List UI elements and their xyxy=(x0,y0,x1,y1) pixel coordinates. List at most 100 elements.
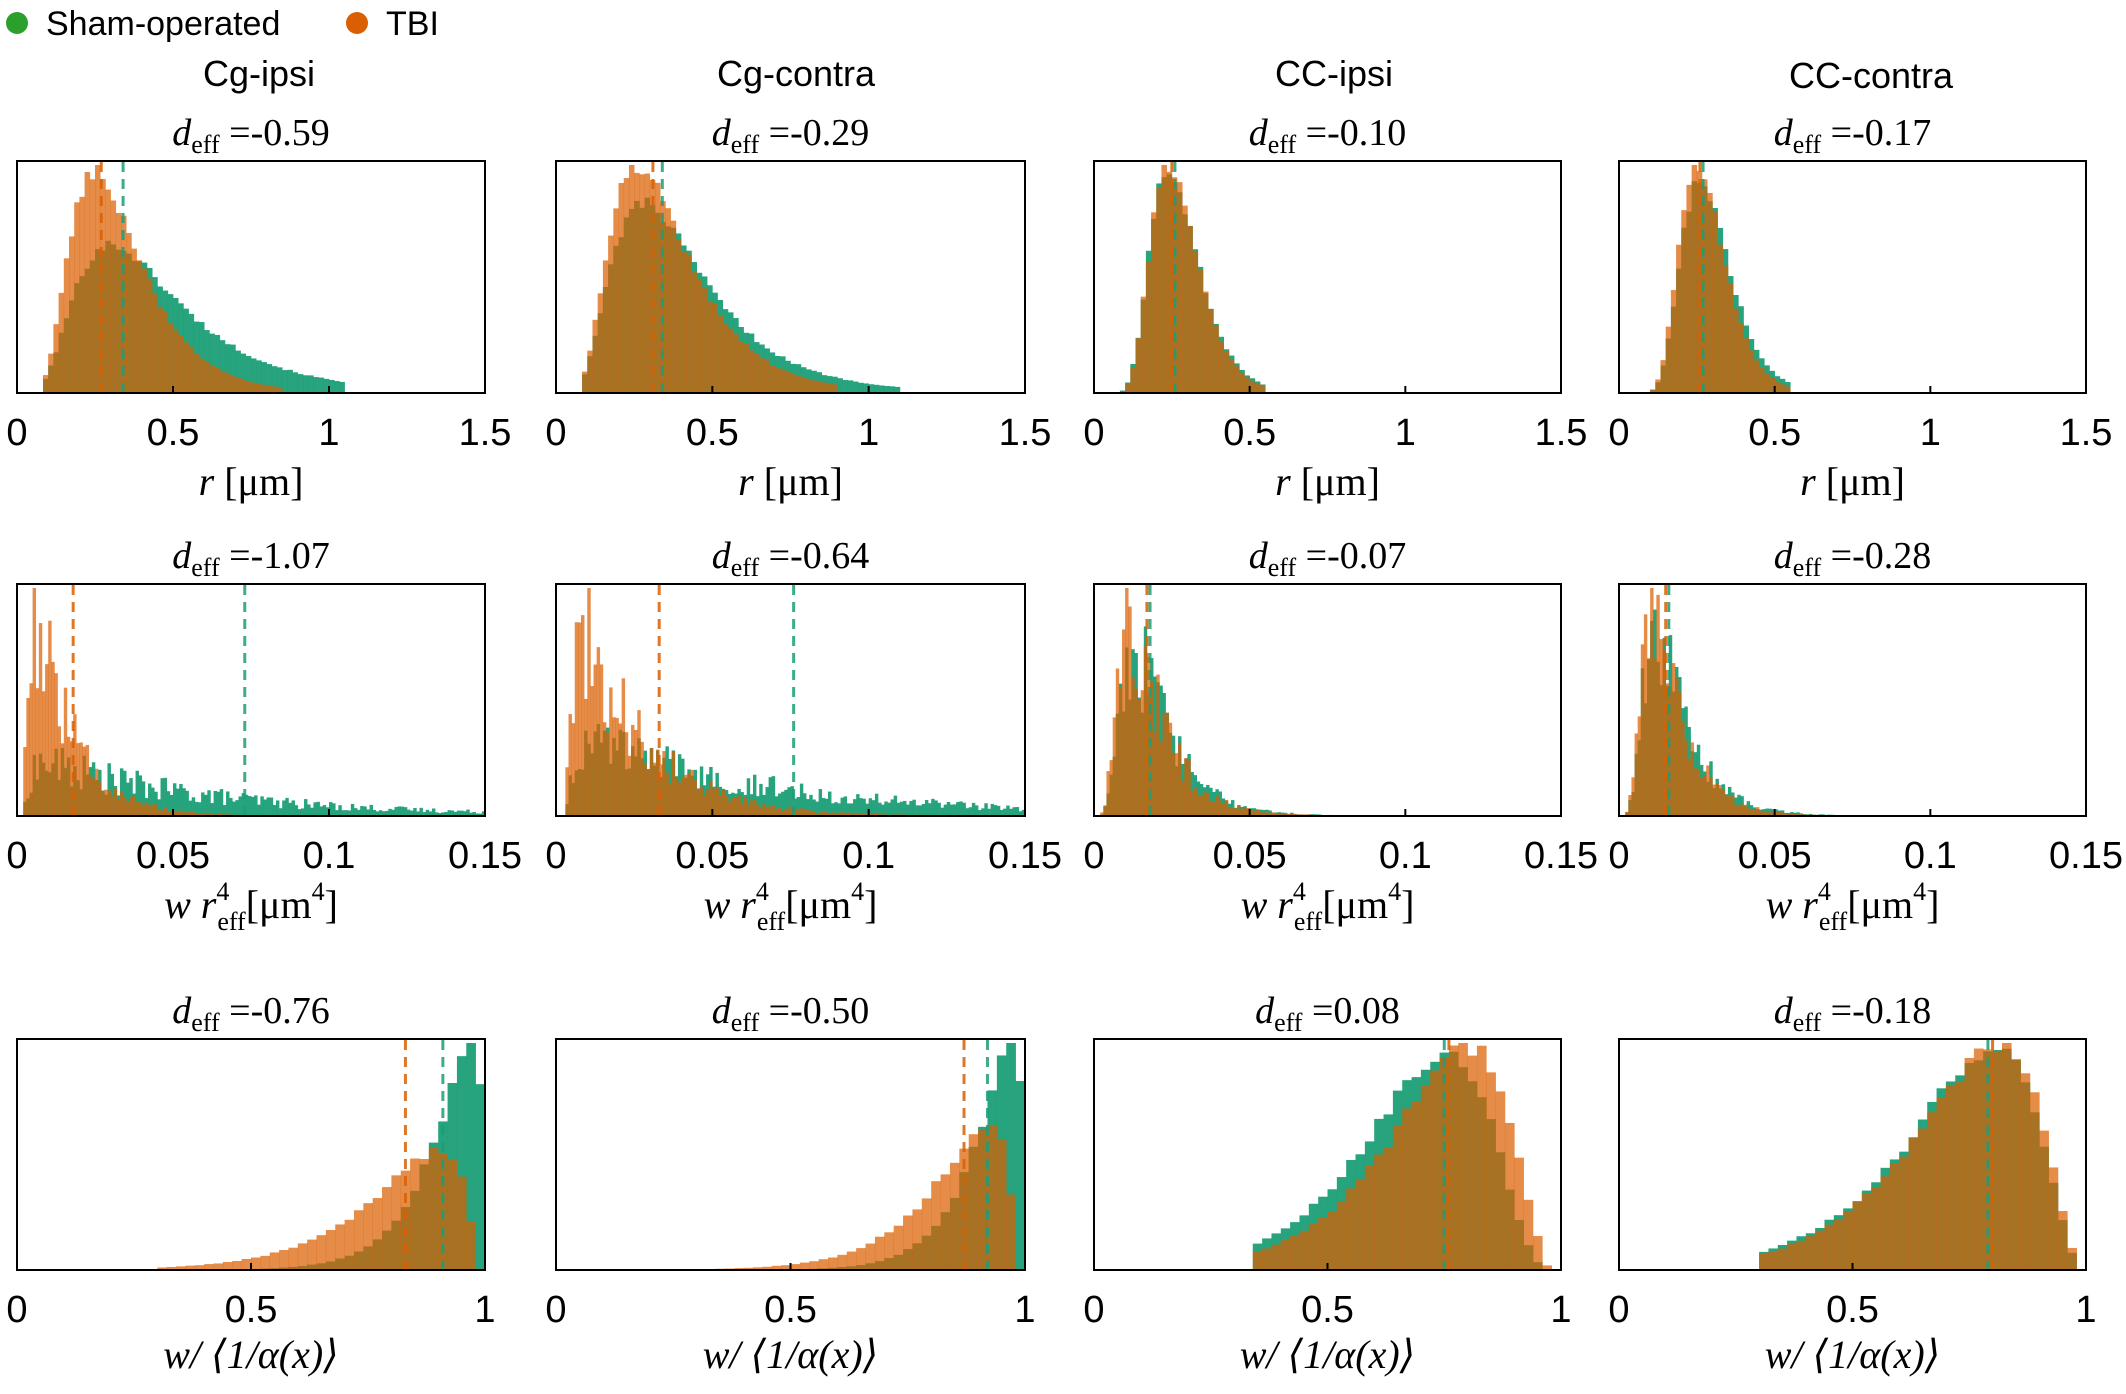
bar-tbi xyxy=(76,743,80,816)
bar-tbi xyxy=(1759,367,1765,393)
bar-tbi xyxy=(690,769,694,816)
bar-tbi xyxy=(1706,765,1710,816)
bar-tbi xyxy=(734,797,738,816)
bar-tbi xyxy=(1724,795,1729,816)
bar-sham xyxy=(166,791,171,816)
bar-tbi xyxy=(840,811,844,816)
x-tick-label: 0.5 xyxy=(1748,412,1801,454)
bar-sham xyxy=(978,810,982,816)
bar-tbi xyxy=(1234,366,1240,393)
bar-tbi xyxy=(752,798,757,816)
bar-tbi xyxy=(637,710,641,816)
bar-sham xyxy=(304,799,308,816)
bar-tbi xyxy=(681,777,685,816)
bar-sham xyxy=(288,802,292,816)
bar-tbi xyxy=(644,173,651,393)
bar-sham xyxy=(431,808,436,816)
bar-tbi xyxy=(769,365,776,393)
bar-sham xyxy=(1021,809,1026,816)
bar-tbi xyxy=(1156,674,1160,816)
bar-tbi xyxy=(1793,813,1797,816)
bar-tbi xyxy=(774,367,781,393)
panel-wr4-0: 0 0.05 0.1 0.15 deff =-1.07 w r4 eff[μm4] xyxy=(6,535,522,936)
bar-tbi xyxy=(1165,713,1170,816)
bar-tbi xyxy=(640,741,644,816)
bar-tbi xyxy=(1675,678,1679,816)
bar-tbi xyxy=(606,732,610,816)
bar-sham xyxy=(261,362,267,393)
bar-sham xyxy=(257,804,261,816)
bar-sham xyxy=(313,377,319,393)
bar-tbi xyxy=(1631,777,1635,816)
bar-sham xyxy=(157,799,161,816)
bar-sham xyxy=(815,801,819,816)
bar-tbi xyxy=(166,811,171,816)
bar-sham xyxy=(853,381,859,393)
bar-sham xyxy=(244,794,249,816)
bar-tbi xyxy=(1955,1081,1965,1270)
bar-tbi xyxy=(256,383,262,393)
bar-sham xyxy=(774,796,779,816)
bar-sham xyxy=(307,804,311,816)
bar-tbi xyxy=(784,809,788,816)
bar-tbi xyxy=(54,673,58,816)
bar-sham xyxy=(1796,812,1800,816)
bar-tbi xyxy=(1514,1157,1524,1270)
bar-tbi xyxy=(631,724,635,816)
bar-sham xyxy=(931,798,935,816)
bar-sham xyxy=(188,800,193,816)
bar-tbi xyxy=(1796,1240,1807,1270)
bar-sham xyxy=(918,805,923,816)
bar-sham xyxy=(865,803,869,816)
bar-tbi xyxy=(235,378,241,393)
bar-tbi xyxy=(194,813,199,816)
bar-tbi xyxy=(1718,784,1723,816)
bar-tbi xyxy=(727,328,734,393)
x-tick-label: 0 xyxy=(1608,1289,1629,1331)
bar-tbi xyxy=(978,1128,988,1270)
bar-tbi xyxy=(684,774,688,816)
bar-tbi xyxy=(222,1261,233,1270)
bar-tbi xyxy=(738,341,744,393)
bar-tbi xyxy=(69,236,75,393)
bar-tbi xyxy=(668,784,672,816)
bar-tbi xyxy=(1678,691,1682,816)
bar-tbi xyxy=(2029,1092,2040,1270)
bar-sham xyxy=(937,802,941,816)
x-tick-label: 0 xyxy=(1083,1289,1104,1331)
bar-tbi xyxy=(466,1221,476,1270)
bar-sham xyxy=(884,801,888,816)
bar-tbi xyxy=(623,178,630,393)
bar-sham xyxy=(475,813,480,816)
bar-tbi xyxy=(921,1198,932,1270)
bar-tbi xyxy=(1006,1194,1016,1270)
bar-sham xyxy=(339,381,345,393)
bar-tbi xyxy=(1287,813,1291,816)
bar-tbi xyxy=(63,258,70,393)
bar-tbi xyxy=(612,717,616,816)
bar-sham xyxy=(230,344,236,393)
bar-sham xyxy=(303,375,309,393)
bar-tbi xyxy=(715,786,719,816)
bar-sham xyxy=(194,801,199,816)
bar-sham xyxy=(219,789,224,816)
bar-tbi xyxy=(1702,179,1708,393)
bar-tbi xyxy=(1184,758,1188,816)
bar-sham xyxy=(225,344,231,393)
x-tick-label: 1 xyxy=(318,412,339,454)
bar-sham xyxy=(425,809,430,816)
bar-tbi xyxy=(592,319,598,393)
bar-tbi xyxy=(2057,1211,2068,1270)
bar-sham xyxy=(282,370,288,393)
bar-sham xyxy=(391,809,395,816)
bar-tbi xyxy=(353,1210,364,1270)
bar-tbi xyxy=(1684,740,1688,816)
bar-tbi xyxy=(182,812,186,816)
bar-sham xyxy=(344,810,349,816)
bar-tbi xyxy=(160,810,164,816)
bar-tbi xyxy=(48,620,52,816)
bar-tbi xyxy=(1218,341,1225,393)
bar-tbi xyxy=(1722,265,1729,393)
panel-w-2: 0 0.5 1 deff =0.08 w/ ⟨1/α(x)⟩ xyxy=(1083,990,1571,1377)
bar-sham xyxy=(940,807,945,816)
